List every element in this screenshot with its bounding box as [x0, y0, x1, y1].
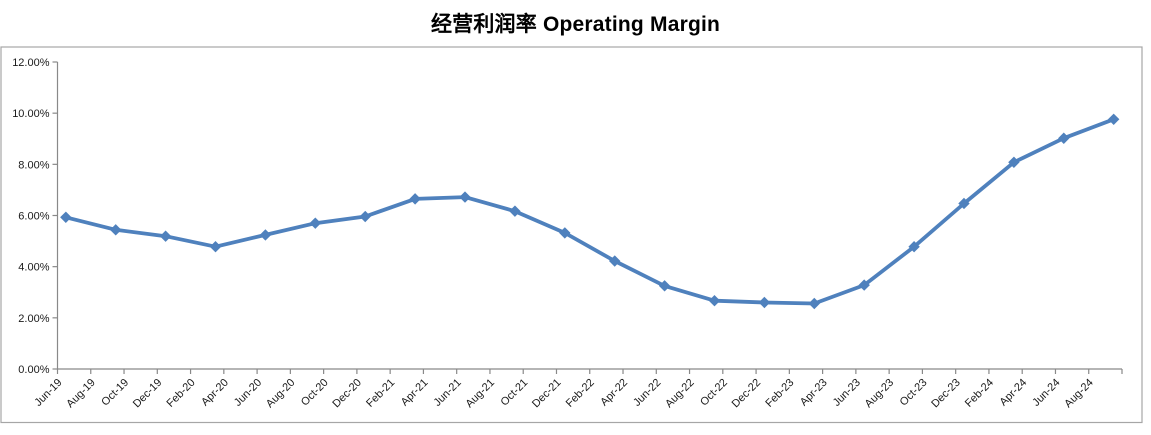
x-tick-label: Apr-23 [798, 377, 830, 409]
y-tick-label: 12.00% [12, 57, 50, 69]
y-tick-label: 0.00% [18, 364, 49, 376]
data-point-marker [908, 241, 920, 253]
x-tick-label: Dec-23 [929, 377, 963, 411]
x-tick-label: Dec-19 [131, 377, 165, 411]
data-point-marker [459, 191, 471, 203]
x-tick-label: Jun-22 [631, 377, 663, 409]
x-tick-label: Jun-20 [232, 377, 264, 409]
data-point-marker [110, 224, 122, 236]
data-point-marker [259, 229, 272, 241]
x-tick-label: Feb-22 [564, 377, 597, 410]
data-point-marker [559, 227, 571, 239]
x-tick-label: Oct-19 [99, 377, 131, 409]
data-point-marker [1107, 113, 1120, 126]
data-point-marker [1008, 156, 1020, 168]
x-tick-label: Apr-24 [997, 377, 1029, 409]
x-tick-label: Dec-22 [730, 377, 764, 411]
y-tick-label: 2.00% [18, 313, 49, 325]
data-point-marker [958, 197, 970, 210]
y-tick-label: 6.00% [18, 211, 49, 223]
x-tick-label: Apr-21 [399, 377, 431, 409]
data-point-marker [708, 294, 721, 307]
x-tick-label: Feb-21 [364, 377, 397, 410]
data-point-marker [309, 217, 322, 229]
x-tick-label: Jun-23 [831, 377, 863, 409]
x-tick-label: Apr-20 [199, 377, 231, 409]
data-point-marker [159, 230, 172, 242]
x-tick-label: Dec-21 [530, 377, 564, 411]
x-tick-label: Aug-21 [463, 377, 497, 411]
x-tick-label: Aug-19 [64, 377, 98, 411]
data-point-marker [1058, 132, 1070, 144]
series-line [63, 117, 1116, 306]
x-tick-label: Oct-21 [499, 377, 531, 409]
data-point-marker [808, 297, 821, 310]
y-tick-label: 8.00% [18, 159, 49, 171]
x-tick-label: Jun-21 [432, 377, 464, 409]
x-tick-label: Oct-22 [698, 377, 730, 409]
x-tick-label: Aug-23 [863, 377, 897, 411]
data-point-marker [359, 210, 371, 223]
x-tick-label: Jun-19 [32, 377, 64, 409]
x-tick-label: Aug-22 [663, 377, 697, 411]
x-tick-label: Oct-23 [898, 377, 930, 409]
x-tick-label: Jun-24 [1030, 377, 1062, 409]
data-point-marker [658, 280, 671, 292]
chart-border [0, 46, 1143, 424]
data-point-marker [409, 193, 421, 205]
data-point-marker [209, 241, 222, 253]
data-point-marker [608, 255, 621, 267]
data-point-marker [758, 296, 771, 309]
y-tick-label: 10.00% [12, 108, 50, 120]
x-tick-label: Oct-20 [299, 377, 331, 409]
x-tick-label: Feb-23 [763, 377, 796, 410]
x-tick-label: Apr-22 [598, 377, 630, 409]
chart-title: 经营利润率 Operating Margin [430, 13, 721, 36]
data-point-marker [60, 211, 72, 223]
data-point-marker [858, 279, 870, 291]
x-tick-label: Feb-24 [963, 377, 996, 410]
y-tick-label: 4.00% [18, 262, 49, 274]
x-tick-label: Aug-24 [1062, 377, 1096, 411]
x-tick-label: Dec-20 [330, 377, 364, 411]
x-tick-label: Feb-20 [165, 377, 198, 410]
x-tick-label: Aug-20 [264, 377, 298, 411]
data-point-marker [509, 205, 521, 217]
